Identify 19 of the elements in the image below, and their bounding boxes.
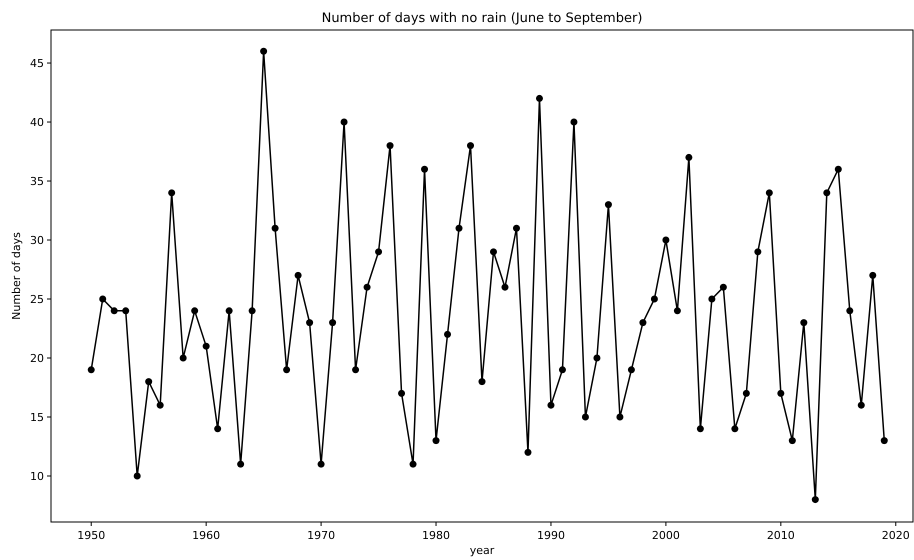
y-tick-label: 10 [30,470,44,483]
y-tick-label: 30 [30,234,44,248]
y-tick-label: 15 [30,410,44,424]
chart-title: Number of days with no rain (June to September) [322,11,642,26]
x-tick-label: 1980 [422,529,450,542]
y-tick-label: 40 [30,116,44,130]
x-tick-label: 1960 [192,529,220,542]
x-tick-label: 2010 [766,529,795,542]
y-axis-title: Number of days [10,232,23,320]
x-axis-title: year [470,544,495,557]
x-tick-label: 1970 [307,529,336,542]
y-tick-label: 20 [30,352,44,365]
x-tick-label: 1950 [77,529,106,542]
y-tick-label: 25 [30,293,44,306]
x-tick-label: 2020 [882,529,910,542]
x-tick-label: 1990 [536,529,565,542]
y-tick-label: 35 [30,175,44,188]
x-tick-label: 2000 [652,529,680,542]
y-tick-label: 45 [30,57,44,70]
